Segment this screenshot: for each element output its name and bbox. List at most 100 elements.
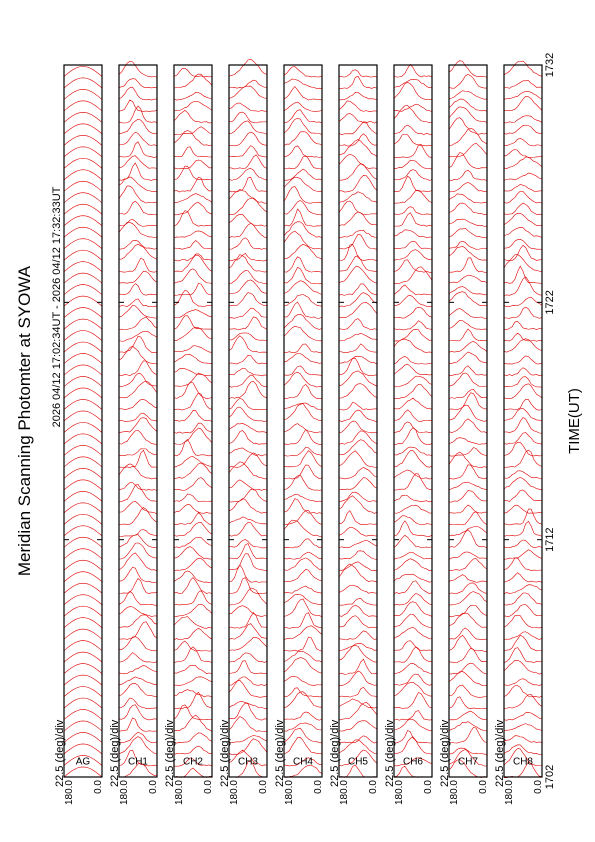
- trace-line: [503, 408, 543, 422]
- trace-line: [173, 757, 213, 767]
- trace-line: [448, 418, 488, 434]
- trace-line: [503, 432, 543, 445]
- trace-line: [338, 91, 378, 101]
- trace-line: [228, 702, 268, 721]
- trace-line: [338, 234, 378, 250]
- panel-traces: [338, 69, 378, 778]
- trace-line: [503, 115, 543, 124]
- trace-line: [63, 663, 103, 674]
- trace-line: [503, 631, 543, 640]
- trace-line: [118, 449, 158, 468]
- trace-line: [338, 630, 378, 641]
- trace-line: [393, 363, 433, 376]
- trace-line: [448, 634, 487, 652]
- trace-line: [448, 388, 488, 399]
- x-tick-label: 1712: [544, 527, 556, 551]
- trace-line: [393, 640, 433, 651]
- trace-line: [393, 169, 433, 181]
- trace-line: [173, 210, 213, 227]
- trace-line: [173, 590, 213, 606]
- trace-line: [503, 712, 543, 721]
- trace-line: [338, 686, 378, 698]
- trace-line: [503, 634, 543, 652]
- trace-line: [448, 246, 488, 261]
- trace-line: [338, 100, 378, 112]
- panel-traces: [228, 58, 268, 778]
- trace-line: [503, 376, 543, 388]
- trace-line: [283, 86, 323, 101]
- trace-line: [393, 551, 433, 560]
- trace-line: [118, 534, 158, 549]
- trace-line: [448, 558, 488, 572]
- trace-line: [173, 456, 213, 468]
- trace-line: [228, 539, 268, 549]
- trace-line: [173, 640, 213, 652]
- trace-line: [118, 219, 158, 227]
- trace-line: [283, 711, 323, 721]
- trace-line: [393, 730, 433, 744]
- trace-line: [63, 192, 103, 204]
- trace-line: [173, 130, 213, 146]
- trace-line: [228, 652, 268, 663]
- trace-line: [173, 254, 213, 272]
- trace-line: [338, 383, 378, 399]
- channel-label: CH7: [458, 757, 478, 768]
- trace-line: [63, 112, 103, 123]
- trace-line: [338, 495, 378, 514]
- trace-line: [118, 412, 158, 422]
- trace-line: [63, 525, 103, 537]
- channel-label: CH3: [238, 757, 258, 768]
- trace-line: [393, 601, 433, 617]
- panel-ch1: 180.0 0.0 CH1 22.5 (deg)/div: [109, 61, 159, 805]
- trace-line: [393, 736, 433, 755]
- trace-line: [228, 701, 268, 709]
- time-range-label: 2026 04/12 17:02:34UT - 2026 04/12 17:32…: [51, 186, 63, 427]
- trace-line: [448, 392, 488, 411]
- trace-line: [283, 687, 323, 698]
- trace-line: [503, 647, 543, 663]
- trace-line: [338, 735, 378, 744]
- trace-line: [283, 519, 323, 537]
- trace-line: [118, 417, 158, 434]
- trace-line: [393, 663, 433, 675]
- panel-frame: [338, 64, 378, 778]
- trace-line: [393, 718, 433, 732]
- trace-line: [63, 249, 103, 261]
- trace-line: [338, 333, 378, 342]
- trace-line: [448, 106, 488, 123]
- trace-line: [283, 474, 323, 491]
- trace-line: [173, 73, 213, 89]
- trace-line: [118, 105, 158, 124]
- trace-line: [228, 213, 268, 227]
- trace-line: [283, 131, 323, 146]
- trace-line: [173, 462, 213, 479]
- trace-line: [228, 564, 268, 583]
- trace-line: [503, 557, 543, 571]
- trace-line: [338, 121, 378, 135]
- trace-line: [393, 681, 433, 697]
- trace-line: [228, 423, 268, 434]
- trace-line: [338, 563, 378, 583]
- y-tick-label-bottom: 0.0: [93, 780, 104, 794]
- trace-line: [228, 406, 268, 422]
- scale-label: 22.5 (deg)/div: [54, 719, 66, 787]
- trace-line: [503, 212, 543, 227]
- x-axis-label: TIME(UT): [566, 388, 583, 454]
- trace-line: [448, 328, 488, 342]
- panel-ch7: 180.0 0.0 CH7 22.5 (deg)/div: [439, 60, 489, 805]
- trace-line: [63, 238, 103, 249]
- trace-line: [173, 253, 213, 262]
- trace-line: [63, 410, 103, 422]
- trace-line: [503, 184, 543, 192]
- trace-line: [173, 537, 213, 549]
- trace-line: [448, 291, 488, 306]
- trace-line: [173, 493, 213, 503]
- y-tick-label-bottom: 0.0: [148, 780, 159, 794]
- trace-line: [228, 168, 268, 181]
- trace-line: [448, 525, 488, 537]
- trace-line: [393, 143, 433, 158]
- trace-line: [503, 137, 543, 147]
- trace-line: [63, 697, 103, 709]
- trace-line: [173, 240, 213, 250]
